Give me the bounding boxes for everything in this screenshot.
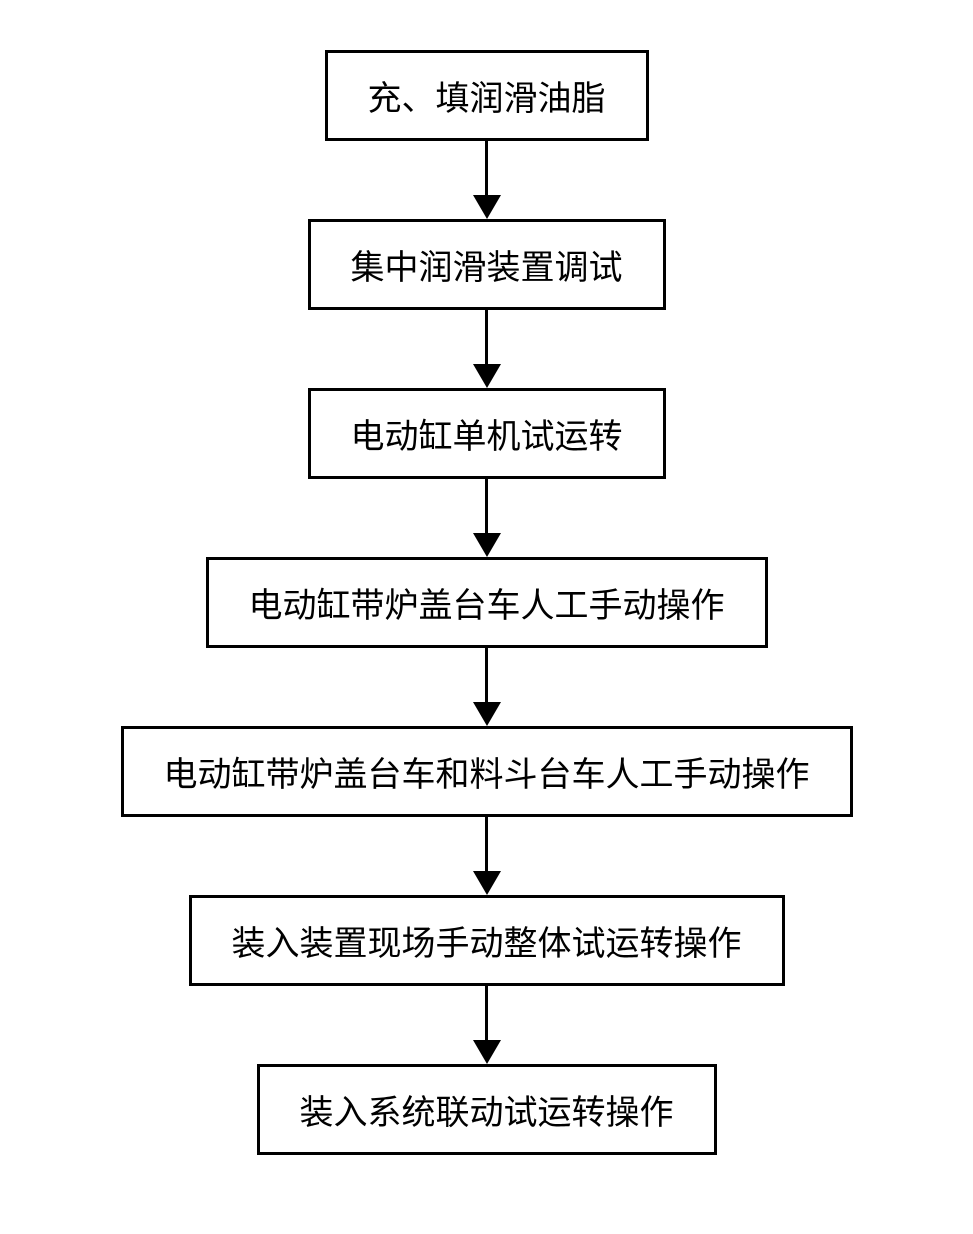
arrow-head-icon — [473, 1040, 501, 1064]
flow-arrow — [473, 986, 501, 1064]
flow-arrow — [473, 648, 501, 726]
arrow-line-icon — [485, 141, 488, 195]
step-label: 充、填润滑油脂 — [368, 71, 606, 120]
step-label: 装入装置现场手动整体试运转操作 — [232, 916, 742, 965]
flowchart-step: 电动缸单机试运转 — [308, 388, 666, 479]
flow-arrow — [473, 479, 501, 557]
arrow-line-icon — [485, 310, 488, 364]
arrow-line-icon — [485, 817, 488, 871]
arrow-head-icon — [473, 702, 501, 726]
flowchart-step: 充、填润滑油脂 — [325, 50, 649, 141]
step-label: 电动缸带炉盖台车人工手动操作 — [249, 578, 725, 627]
arrow-head-icon — [473, 195, 501, 219]
step-label: 集中润滑装置调试 — [351, 240, 623, 289]
arrow-head-icon — [473, 364, 501, 388]
step-label: 装入系统联动试运转操作 — [300, 1085, 674, 1134]
arrow-line-icon — [485, 479, 488, 533]
flowchart-step: 装入装置现场手动整体试运转操作 — [189, 895, 785, 986]
arrow-head-icon — [473, 871, 501, 895]
flow-arrow — [473, 817, 501, 895]
flowchart-step: 电动缸带炉盖台车和料斗台车人工手动操作 — [121, 726, 853, 817]
arrow-head-icon — [473, 533, 501, 557]
flow-arrow — [473, 141, 501, 219]
flow-arrow — [473, 310, 501, 388]
flowchart-step: 集中润滑装置调试 — [308, 219, 666, 310]
flowchart-step: 装入系统联动试运转操作 — [257, 1064, 717, 1155]
arrow-line-icon — [485, 648, 488, 702]
flowchart-step: 电动缸带炉盖台车人工手动操作 — [206, 557, 768, 648]
arrow-line-icon — [485, 986, 488, 1040]
step-label: 电动缸带炉盖台车和料斗台车人工手动操作 — [164, 747, 810, 796]
flowchart-container: 充、填润滑油脂 集中润滑装置调试 电动缸单机试运转 电动缸带炉盖台车人工手动操作… — [121, 50, 853, 1155]
step-label: 电动缸单机试运转 — [351, 409, 623, 458]
